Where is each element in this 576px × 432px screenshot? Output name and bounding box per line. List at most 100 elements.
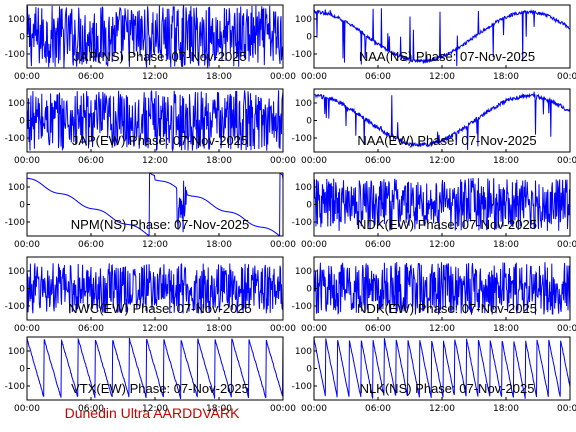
y-tick-label: -100 [292, 218, 313, 228]
chart-title: JAP(EW) Phase: 07-Nov-2025 [72, 133, 248, 148]
x-tick-label: 06:00 [365, 72, 391, 82]
x-tick-label: 00:00 [14, 324, 40, 334]
x-tick-label: 00:00 [301, 240, 327, 250]
chart-panel-3: 100 0 -100 00:00 06:00 12:00 18:00 00:00 JAP(EW)… [5, 88, 296, 166]
x-tick-label: 06:00 [365, 156, 391, 166]
x-tick-label: 12:00 [429, 156, 455, 166]
x-tick-label: 18:00 [493, 404, 519, 414]
y-tick-label: 0 [19, 285, 25, 295]
y-tick-label: 100 [8, 15, 25, 25]
chart-title: JAP(NS) Phase: 07-Nov-2025 [73, 49, 246, 64]
y-tick-label: 100 [295, 99, 312, 109]
y-tick-label: 0 [19, 201, 25, 211]
y-tick-label: 100 [8, 267, 25, 277]
x-tick-label: 00:00 [270, 156, 296, 166]
chart-title: NAA(EW) Phase: 07-Nov-2025 [357, 133, 536, 148]
y-tick-label: -100 [292, 302, 313, 312]
x-tick-label: 06:00 [365, 324, 391, 334]
y-tick-label: 100 [8, 183, 25, 193]
y-tick-label: 0 [306, 201, 312, 211]
x-tick-label: 06:00 [78, 324, 104, 334]
phase-trace [27, 337, 283, 400]
y-tick-label: 0 [306, 33, 312, 43]
x-tick-label: 18:00 [206, 324, 232, 334]
chart-panel-9: 100 0 -100 00:00 06:00 12:00 18:00 00:00 VTX(EW)… [5, 336, 296, 414]
x-tick-label: 18:00 [493, 324, 519, 334]
y-tick-label: 0 [306, 365, 312, 375]
y-tick-label: 0 [306, 285, 312, 295]
chart-title: NPM(NS) Phase: 07-Nov-2025 [71, 217, 249, 232]
x-tick-label: 06:00 [78, 240, 104, 250]
y-tick-label: -100 [5, 382, 26, 392]
y-tick-label: 100 [295, 183, 312, 193]
x-tick-label: 12:00 [429, 72, 455, 82]
x-tick-label: 12:00 [142, 156, 168, 166]
x-tick-label: 12:00 [142, 324, 168, 334]
x-tick-label: 00:00 [14, 156, 40, 166]
x-tick-label: 00:00 [14, 404, 40, 414]
chart-panel-4: 100 0 -100 00:00 06:00 12:00 18:00 00:00 NAA(EW)… [292, 88, 576, 166]
phase-trace [314, 337, 570, 399]
phase-trace [27, 263, 283, 314]
x-tick-label: 00:00 [270, 240, 296, 250]
phase-trace [314, 262, 570, 316]
phase-trace [27, 173, 283, 236]
x-tick-label: 00:00 [270, 404, 296, 414]
y-tick-label: 100 [295, 15, 312, 25]
chart-panel-5: 100 0 -100 00:00 06:00 12:00 18:00 00:00 NPM(NS)… [5, 172, 296, 250]
phase-trace [314, 8, 570, 67]
phase-trace [314, 91, 570, 151]
chart-title: NLK(NS) Phase: 07-Nov-2025 [360, 381, 535, 396]
x-tick-label: 18:00 [206, 156, 232, 166]
x-tick-label: 06:00 [78, 156, 104, 166]
x-tick-label: 18:00 [493, 72, 519, 82]
chart-title: NAA(NS) Phase: 07-Nov-2025 [359, 49, 535, 64]
x-tick-label: 06:00 [78, 72, 104, 82]
x-tick-label: 00:00 [14, 72, 40, 82]
chart-title: VTX(EW) Phase: 07-Nov-2025 [71, 381, 249, 396]
y-tick-label: -100 [292, 50, 313, 60]
x-tick-label: 00:00 [557, 240, 576, 250]
chart-title: NDK(EW) Phase: 07-Nov-2025 [357, 217, 537, 232]
x-tick-label: 00:00 [557, 72, 576, 82]
x-tick-label: 00:00 [270, 324, 296, 334]
x-tick-label: 00:00 [301, 72, 327, 82]
y-tick-label: 100 [295, 267, 312, 277]
chart-panel-1: 100 0 -100 00:00 06:00 12:00 18:00 00:00 JAP(NS)… [5, 4, 296, 82]
x-tick-label: 18:00 [493, 240, 519, 250]
x-tick-label: 06:00 [365, 240, 391, 250]
y-tick-label: 0 [306, 117, 312, 127]
phase-trace [314, 178, 570, 231]
chart-panel-2: 100 0 -100 00:00 06:00 12:00 18:00 00:00 NAA(NS)… [292, 4, 576, 82]
x-tick-label: 12:00 [142, 72, 168, 82]
x-tick-label: 12:00 [142, 240, 168, 250]
chart-panel-7: 100 0 -100 00:00 06:00 12:00 18:00 00:00 NWC(EW)… [5, 256, 296, 334]
x-tick-label: 18:00 [493, 156, 519, 166]
y-tick-label: 100 [8, 347, 25, 357]
x-tick-label: 00:00 [14, 240, 40, 250]
x-tick-label: 18:00 [206, 240, 232, 250]
x-tick-label: 06:00 [78, 404, 104, 414]
x-tick-label: 00:00 [301, 324, 327, 334]
y-tick-label: -100 [5, 134, 26, 144]
x-tick-label: 18:00 [206, 72, 232, 82]
y-tick-label: -100 [5, 302, 26, 312]
y-tick-label: 100 [8, 99, 25, 109]
x-tick-label: 00:00 [557, 156, 576, 166]
x-tick-label: 18:00 [206, 404, 232, 414]
y-tick-label: 100 [295, 347, 312, 357]
x-tick-label: 06:00 [365, 404, 391, 414]
x-tick-label: 12:00 [142, 404, 168, 414]
chart-title: NDK(EW) Phase: 07-Nov-2025 [357, 301, 537, 316]
chart-panel-8: 100 0 -100 00:00 06:00 12:00 18:00 00:00 NDK(EW)… [292, 256, 576, 334]
phase-trace [27, 5, 283, 68]
x-tick-label: 00:00 [557, 324, 576, 334]
x-tick-label: 00:00 [557, 404, 576, 414]
chart-title: NWC(EW) Phase: 07-Nov-2025 [68, 301, 252, 316]
y-tick-label: -100 [292, 134, 313, 144]
y-tick-label: -100 [5, 50, 26, 60]
footer-label: Dunedin Ultra AARDDVARK [65, 405, 240, 421]
x-tick-label: 12:00 [429, 404, 455, 414]
x-tick-label: 12:00 [429, 240, 455, 250]
